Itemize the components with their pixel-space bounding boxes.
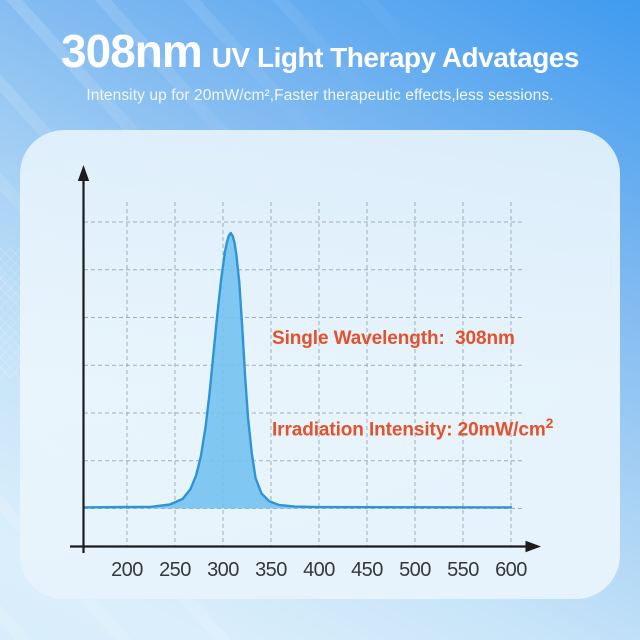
annotation-wavelength: Single Wavelength: 308nm (272, 328, 515, 349)
x-tick-label: 350 (255, 559, 287, 581)
x-tick-label: 450 (351, 559, 383, 581)
x-tick-label: 300 (207, 559, 239, 581)
x-tick-label: 550 (447, 559, 479, 581)
x-tick-label: 500 (399, 559, 431, 581)
x-tick-label: 600 (495, 559, 527, 581)
chart-grid (84, 202, 525, 546)
spectrum-curve (82, 231, 513, 509)
title-wavelength: 308nm (61, 25, 203, 77)
chart-panel (20, 130, 620, 599)
y-axis (77, 165, 90, 553)
x-tick-label: 250 (159, 559, 191, 581)
title-text: UV Light Therapy Advatages (211, 42, 580, 73)
annotation-intensity: Irradiation Intensity: 20mW/cm2 (272, 415, 554, 441)
page-title: 308nm UV Light Therapy Advatages (0, 24, 640, 78)
y-axis-arrow-icon (77, 165, 90, 181)
x-axis (70, 540, 541, 553)
x-tick-label: 400 (303, 559, 335, 581)
subtitle: Intensity up for 20mW/cm²,Faster therape… (86, 87, 554, 104)
x-tick-label: 200 (111, 559, 143, 581)
annotation: Single Wavelength: 308nm Irradiation Int… (272, 269, 553, 500)
x-axis-arrow-icon (525, 540, 541, 553)
spectrum-series (82, 231, 513, 509)
x-tick-labels: 200 250 300 350 400 450 500 550 600 (111, 559, 528, 581)
header: 308nm UV Light Therapy Advatages Intensi… (0, 0, 640, 105)
